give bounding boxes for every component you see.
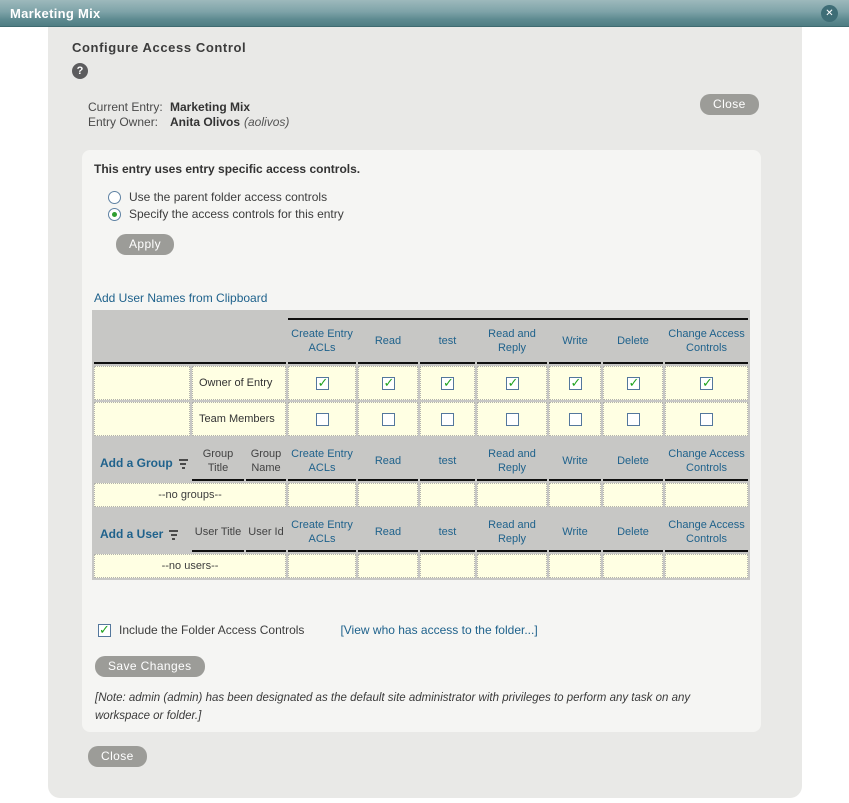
group-section-header-row: Add a Group Group Title Group Name Creat… <box>94 445 748 481</box>
add-user-names-clipboard-link[interactable]: Add User Names from Clipboard <box>94 291 268 305</box>
group-col-write: Write <box>549 445 601 481</box>
col-header-read-and-reply: Read and Reply <box>477 322 547 364</box>
user-id-header: User Id <box>246 516 286 552</box>
dialog-panel: Configure Access Control ? Close Current… <box>48 27 802 798</box>
user-col-read: Read <box>358 516 418 552</box>
view-folder-access-link[interactable]: [View who has access to the folder...] <box>340 623 538 637</box>
include-folder-row: Include the Folder Access Controls [View… <box>98 623 538 637</box>
checkbox-owner-read-and-reply[interactable] <box>505 376 520 390</box>
entry-owner-name: Anita Olivos <box>170 115 241 129</box>
radio-parent-folder-control[interactable] <box>108 190 121 204</box>
no-users-text: --no users-- <box>94 554 286 578</box>
col-header-write: Write <box>549 322 601 364</box>
no-groups-text: --no groups-- <box>94 483 286 507</box>
team-members-label: Team Members <box>192 402 286 436</box>
current-entry-label: Current Entry: <box>88 100 163 114</box>
checkbox-owner-test[interactable] <box>441 376 455 390</box>
group-col-test: test <box>420 445 475 481</box>
checkbox-team-create-entry-acls[interactable] <box>315 412 329 426</box>
acl-columns-header-row: Create Entry ACLs Read test Read and Rep… <box>94 322 748 364</box>
user-col-read-and-reply: Read and Reply <box>477 516 547 552</box>
team-members-row: Team Members <box>94 402 748 436</box>
checkbox-team-write[interactable] <box>568 412 582 426</box>
include-folder-checkbox[interactable] <box>98 623 112 637</box>
entry-owner-id: (aolivos) <box>244 115 290 129</box>
no-groups-row: --no groups-- <box>94 483 748 507</box>
access-controls-panel: This entry uses entry specific access co… <box>82 150 761 732</box>
add-a-group-link[interactable]: Add a Group <box>100 456 173 470</box>
radio-parent-folder[interactable]: Use the parent folder access controls <box>108 190 327 204</box>
checkbox-team-read[interactable] <box>381 412 395 426</box>
section-gap <box>94 509 748 514</box>
radio-specify-entry-control[interactable] <box>108 207 121 221</box>
group-col-read-and-reply: Read and Reply <box>477 445 547 481</box>
owner-of-entry-row: Owner of Entry <box>94 366 748 400</box>
window-title: Marketing Mix <box>10 5 101 21</box>
checkbox-owner-change-access-controls[interactable] <box>700 376 714 390</box>
user-filter-icon[interactable] <box>169 530 179 541</box>
include-folder-label: Include the Folder Access Controls <box>119 623 305 637</box>
group-name-header: Group Name <box>246 445 286 481</box>
help-icon[interactable]: ? <box>72 63 88 79</box>
checkbox-team-read-and-reply[interactable] <box>505 412 519 426</box>
checkbox-team-change-access-controls[interactable] <box>700 412 713 426</box>
user-col-create-entry-acls: Create Entry ACLs <box>288 516 356 552</box>
page-title: Configure Access Control <box>72 40 247 55</box>
checkbox-owner-read[interactable] <box>381 376 396 390</box>
radio-specify-entry-label: Specify the access controls for this ent… <box>129 207 344 221</box>
group-col-delete: Delete <box>603 445 663 481</box>
group-title-header: Group Title <box>192 445 244 481</box>
col-header-create-entry-acls: Create Entry ACLs <box>288 322 356 364</box>
section-gap <box>94 438 748 443</box>
checkbox-team-delete[interactable] <box>626 412 640 426</box>
radio-parent-folder-label: Use the parent folder access controls <box>129 190 328 204</box>
group-col-read: Read <box>358 445 418 481</box>
group-col-create-entry-acls: Create Entry ACLs <box>288 445 356 481</box>
save-changes-button[interactable]: Save Changes <box>95 656 205 677</box>
entry-owner-label: Entry Owner: <box>88 115 159 129</box>
user-col-test: test <box>420 516 475 552</box>
window-close-icon[interactable]: ✕ <box>821 5 838 22</box>
user-col-delete: Delete <box>603 516 663 552</box>
col-header-test: test <box>420 322 475 364</box>
close-button-bottom[interactable]: Close <box>88 746 147 767</box>
user-title-header: User Title <box>192 516 244 552</box>
col-header-read: Read <box>358 322 418 364</box>
checkbox-team-test[interactable] <box>441 412 454 426</box>
group-filter-icon[interactable] <box>178 459 188 470</box>
radio-specify-entry[interactable]: Specify the access controls for this ent… <box>108 207 344 221</box>
admin-note-text: [Note: admin (admin) has been designated… <box>95 692 691 722</box>
user-col-change-access-controls: Change Access Controls <box>665 516 748 552</box>
group-col-change-access-controls: Change Access Controls <box>665 445 748 481</box>
user-section-header-row: Add a User User Title User Id Create Ent… <box>94 516 748 552</box>
checkbox-owner-create-entry-acls[interactable] <box>315 376 330 390</box>
checkbox-owner-delete[interactable] <box>626 376 641 390</box>
table-top-rule <box>94 312 748 320</box>
apply-button[interactable]: Apply <box>116 234 175 255</box>
no-users-row: --no users-- <box>94 554 748 578</box>
access-intro-text: This entry uses entry specific access co… <box>94 162 361 176</box>
col-header-delete: Delete <box>603 322 663 364</box>
user-col-write: Write <box>549 516 601 552</box>
close-button-top[interactable]: Close <box>700 94 759 115</box>
checkbox-owner-write[interactable] <box>568 376 583 390</box>
current-entry-value: Marketing Mix <box>170 100 251 114</box>
owner-of-entry-label: Owner of Entry <box>192 366 286 400</box>
add-a-user-link[interactable]: Add a User <box>100 527 164 541</box>
acl-table: Create Entry ACLs Read test Read and Rep… <box>92 310 750 580</box>
window-titlebar: Marketing Mix ✕ <box>0 0 849 27</box>
col-header-change-access-controls: Change Access Controls <box>665 322 748 364</box>
entry-info: Current Entry: Marketing Mix Entry Owner… <box>88 100 289 130</box>
